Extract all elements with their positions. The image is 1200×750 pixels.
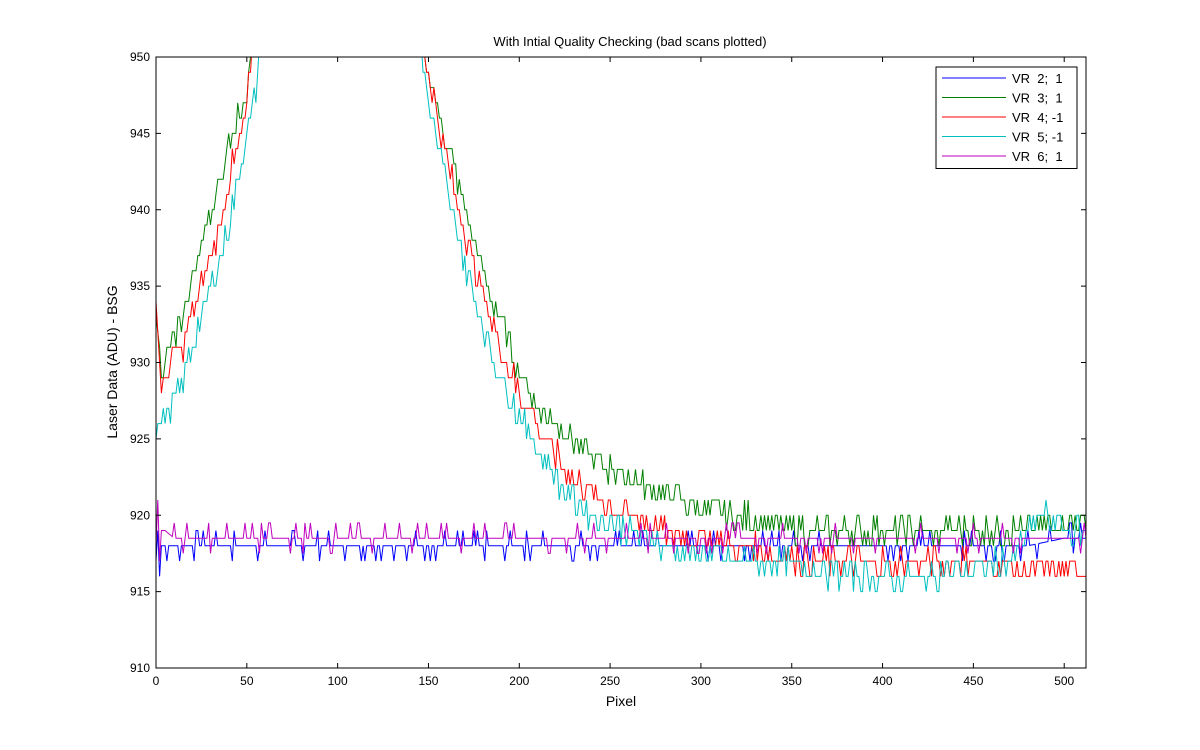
x-tick-label: 50 [240, 674, 254, 688]
y-tick-label: 910 [130, 661, 150, 675]
y-tick-label: 935 [130, 279, 150, 293]
x-axis: 0 50 100 150 200 250 300 350 400 450 500 [153, 57, 1075, 688]
x-tick-label: 400 [873, 674, 893, 688]
y-tick-label: 920 [130, 508, 150, 522]
legend-label: VR 2; 1 [1012, 71, 1063, 86]
y-tick-label: 925 [130, 432, 150, 446]
series-line [156, 57, 1086, 547]
y-tick-label: 915 [130, 585, 150, 599]
x-tick-label: 250 [600, 674, 620, 688]
series-line [156, 499, 1086, 562]
y-tick-label: 950 [130, 50, 150, 64]
y-tick-label: 930 [130, 356, 150, 370]
legend-label: VR 3; 1 [1012, 91, 1063, 106]
x-tick-label: 150 [418, 674, 438, 688]
legend-label: VR 4; -1 [1012, 110, 1063, 125]
x-tick-label: 100 [328, 674, 348, 688]
series-line [156, 57, 1086, 593]
legend-label: VR 5; -1 [1012, 130, 1063, 145]
legend-label: VR 6; 1 [1012, 149, 1063, 164]
y-tick-label: 940 [130, 203, 150, 217]
series-layer [156, 57, 1086, 593]
y-axis-label: Laser Data (ADU) - BSG [104, 285, 120, 438]
series-line [156, 57, 1086, 577]
x-tick-label: 0 [153, 674, 160, 688]
series-line [156, 522, 1086, 577]
legend-box [935, 66, 1078, 169]
legend: VR 2; 1 VR 3; 1 VR 4; -1 VR 5; -1 VR 6; 1 [935, 66, 1078, 169]
x-tick-label: 200 [509, 674, 529, 688]
x-tick-label: 350 [782, 674, 802, 688]
x-tick-label: 300 [691, 674, 711, 688]
x-tick-label: 500 [1054, 674, 1074, 688]
x-axis-label: Pixel [606, 693, 636, 709]
chart-title: With Intial Quality Checking (bad scans … [493, 34, 766, 49]
y-axis: 910 915 920 925 930 935 940 945 950 [130, 50, 1086, 675]
x-tick-label: 450 [963, 674, 983, 688]
y-tick-label: 945 [130, 126, 150, 140]
